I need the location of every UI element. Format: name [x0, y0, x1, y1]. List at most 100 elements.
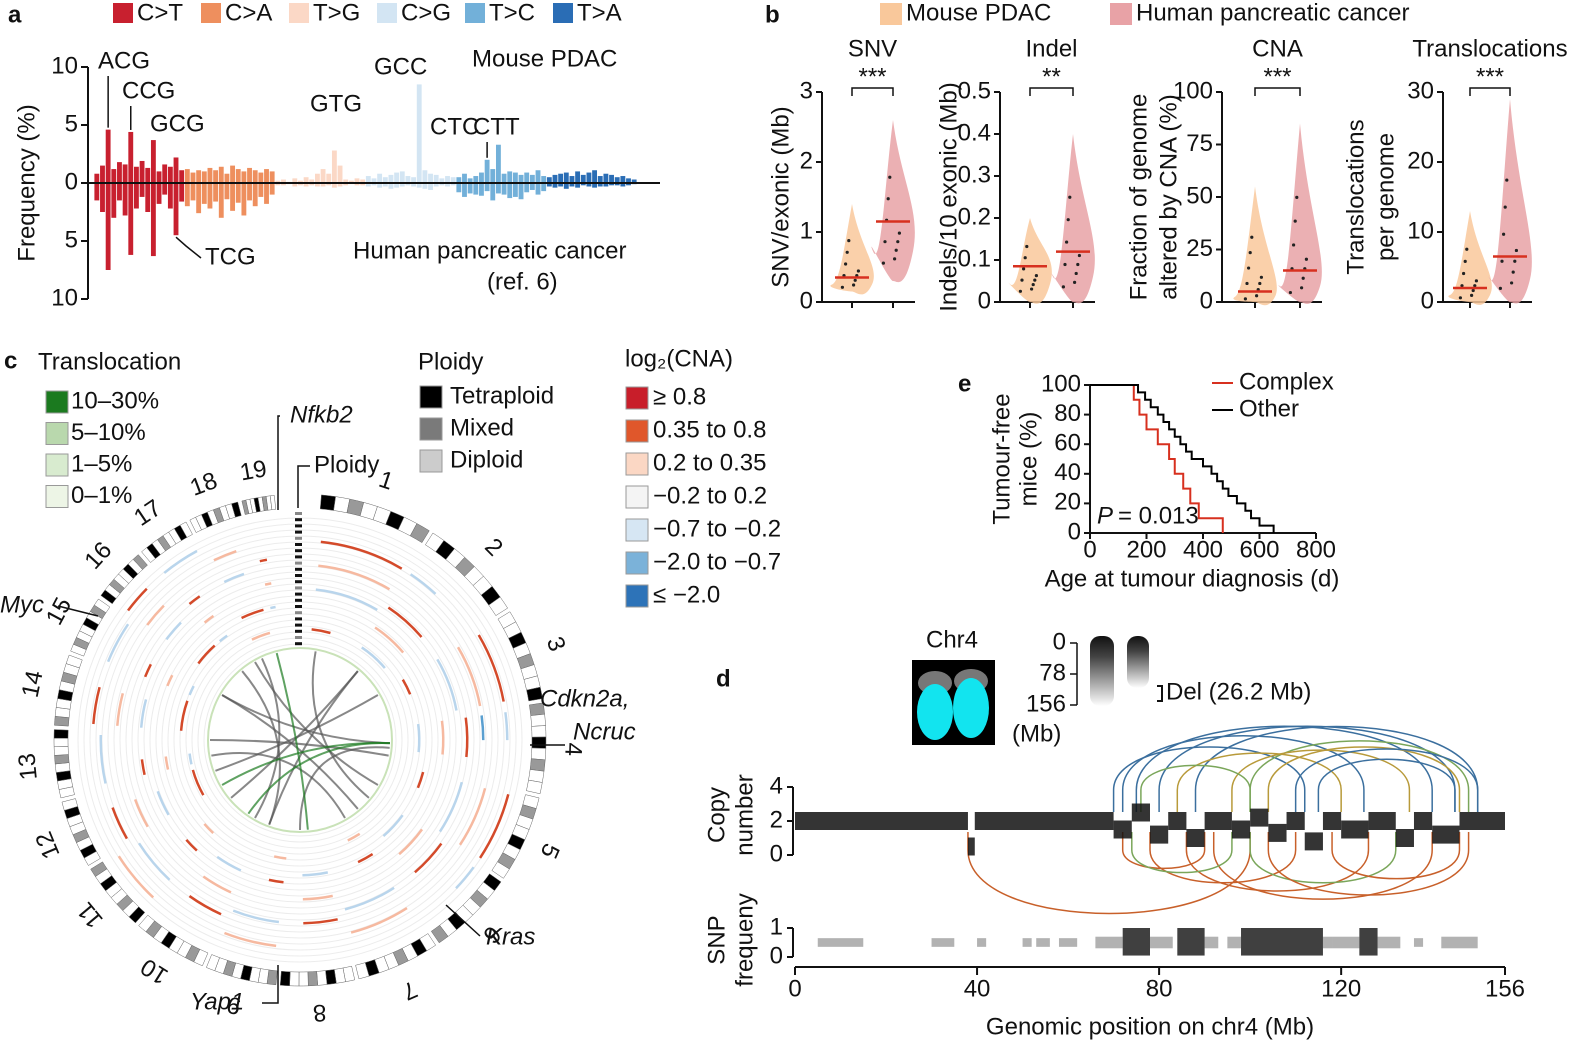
legend-swatch: [625, 551, 649, 575]
legend-swatch: [419, 449, 443, 473]
snp-segment: [1022, 938, 1032, 947]
ideogram-band: [325, 969, 337, 985]
violin-dot: [853, 278, 857, 282]
bar: [626, 183, 631, 186]
rearrangement: [1267, 832, 1470, 896]
copy-number-segment: [1186, 829, 1205, 847]
ploidy-mark: [295, 512, 302, 515]
cna-arc: [320, 540, 403, 570]
violin-dot: [1065, 240, 1069, 244]
track-ring: [125, 565, 475, 915]
bar: [354, 178, 360, 183]
bar: [558, 183, 564, 187]
bar: [213, 183, 219, 202]
violin: [871, 120, 915, 283]
y-tick-label: 10: [51, 284, 78, 311]
bar: [546, 183, 552, 187]
annotation: GTG: [310, 90, 362, 117]
y-tick-label: 5: [65, 110, 78, 137]
bar: [303, 183, 309, 187]
ideogram-band: [355, 962, 370, 980]
y-tick-label: 60: [1054, 430, 1081, 457]
bar: [314, 183, 320, 187]
legend-swatch: [625, 485, 649, 509]
ideogram-band: [206, 954, 220, 972]
snp-segment: [1227, 936, 1242, 949]
violin-dot: [1502, 232, 1506, 236]
y-tick-label: 25: [1186, 235, 1213, 262]
x-axis-label: Genomic position on chr4 (Mb): [986, 1013, 1314, 1040]
bar: [298, 180, 303, 183]
legend-swatch: [1110, 3, 1132, 25]
x-axis-label: Age at tumour diagnosis (d): [1045, 565, 1340, 592]
bar: [218, 183, 224, 218]
legend-label: C>T: [137, 0, 183, 26]
gel-lane: [1090, 636, 1114, 706]
violin-dot: [1077, 253, 1081, 258]
gel-tick-label: 78: [1039, 659, 1066, 686]
violin: [1278, 123, 1322, 304]
rearrangement: [1331, 832, 1461, 880]
y-tick-label: 0: [770, 840, 783, 867]
survival-line: [1090, 384, 1224, 533]
track-ring: [83, 523, 517, 957]
cna-arc: [382, 814, 404, 838]
bar: [230, 165, 236, 183]
chord: [299, 746, 390, 831]
legend-swatch: [45, 453, 69, 477]
significance: ***: [858, 63, 886, 90]
inset-title: Chr4: [926, 626, 978, 653]
track-ring: [113, 553, 487, 927]
ploidy-mark: [295, 586, 302, 590]
cna-arc: [414, 842, 443, 874]
x-tick-label: 156: [1485, 975, 1525, 1002]
annotation: GCC: [374, 53, 427, 80]
violin: [830, 204, 874, 295]
y-tick-label: 20: [1407, 147, 1434, 174]
track-ring: [119, 559, 481, 921]
gene-label: Cdkn2a,: [540, 685, 629, 712]
snp-segment: [1036, 938, 1050, 947]
bar: [563, 172, 569, 183]
copy-number-segment: [1131, 803, 1150, 822]
bar: [433, 183, 439, 187]
legend-swatch: [625, 452, 649, 476]
ideogram-band: [531, 736, 547, 749]
copy-number-segment: [1395, 829, 1414, 847]
cna-arc: [264, 582, 272, 586]
legend-swatch: [625, 419, 649, 443]
bar: [179, 170, 185, 183]
legend-swatch: [553, 3, 573, 23]
significance-bracket: [1469, 87, 1511, 96]
ploidy-mark: [295, 567, 302, 571]
violin-dot: [856, 269, 861, 273]
violin-dot: [1259, 275, 1263, 279]
legend-swatch: [465, 3, 485, 23]
bar: [569, 183, 575, 187]
bar: [145, 167, 151, 183]
violin: [1488, 99, 1532, 304]
ideogram-band: [54, 762, 71, 773]
bar: [580, 183, 586, 186]
violin-dot: [1462, 271, 1466, 276]
violin-dot: [881, 261, 886, 265]
bar: [258, 183, 264, 197]
chart-title: Indel: [1025, 35, 1077, 62]
violin-dot: [844, 262, 848, 266]
bar: [603, 173, 609, 183]
bar: [631, 179, 637, 183]
copy-number-segment: [1304, 832, 1323, 851]
bar: [462, 183, 467, 197]
bar: [207, 167, 213, 183]
bar: [133, 166, 139, 183]
x-tick-label: 200: [1126, 536, 1166, 563]
cna-arc: [117, 855, 155, 899]
bar: [535, 183, 541, 195]
ideogram-band: [269, 495, 277, 510]
cna-arc: [143, 663, 152, 678]
cna-arc: [344, 886, 395, 911]
violin-dot: [840, 285, 845, 289]
violin-dot: [1470, 293, 1474, 297]
cna-arc: [251, 631, 271, 641]
panel-label: c: [4, 347, 17, 374]
